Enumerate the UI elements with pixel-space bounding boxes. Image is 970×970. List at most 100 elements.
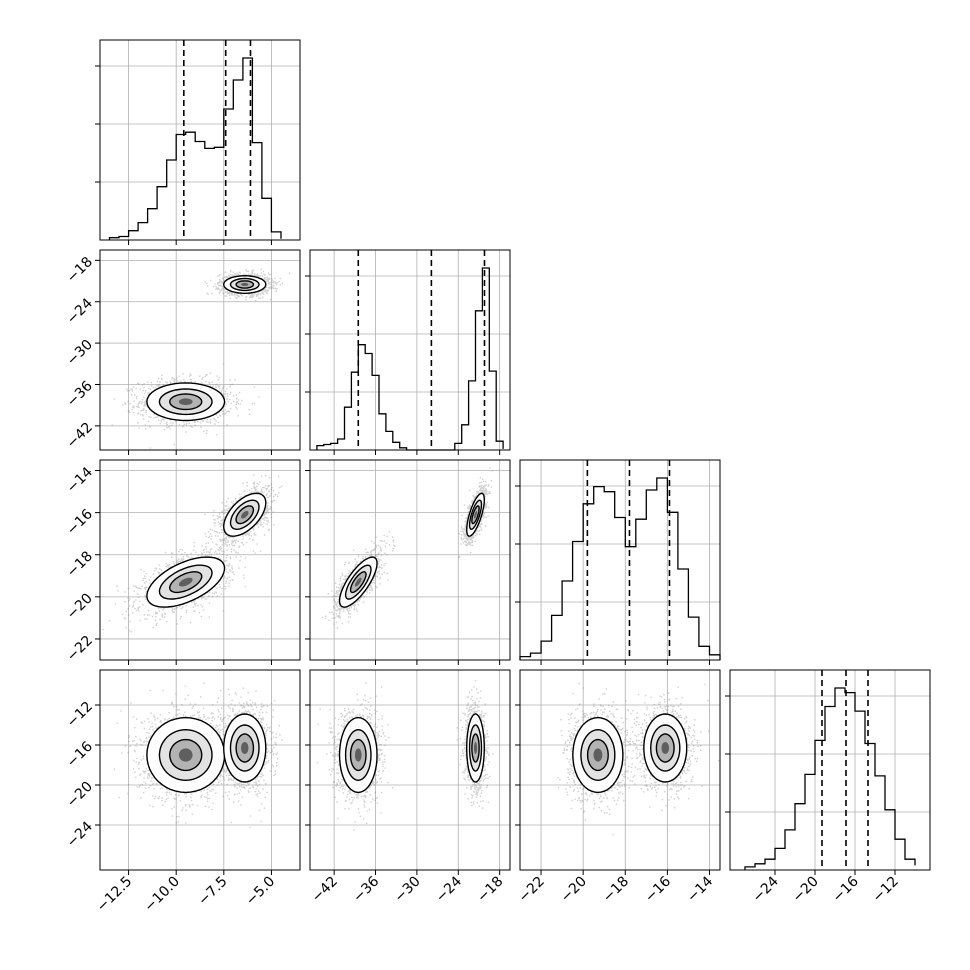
panel-2-1 [305, 460, 510, 665]
y-tick-label: −24 [64, 295, 96, 327]
contour-line [168, 738, 203, 772]
y-tick-label: −20 [64, 590, 96, 622]
contour-line [344, 728, 372, 782]
panel-frame [729, 669, 931, 871]
contour-line [344, 564, 372, 600]
contour-line [235, 280, 255, 289]
contour-line [580, 728, 616, 782]
y-tick-label: −30 [64, 337, 96, 369]
x-tick-label: −42 [309, 874, 341, 906]
density-core [241, 742, 249, 754]
contour-line [222, 492, 267, 537]
x-tick-label: −18 [474, 874, 506, 906]
contour-line [471, 733, 480, 763]
contour-line [158, 388, 213, 416]
histogram-3 [725, 670, 930, 870]
density-core [178, 398, 193, 405]
panel-content [321, 467, 494, 629]
contour-line [468, 499, 483, 531]
y-tick-label: −16 [64, 506, 96, 538]
contour-line [655, 733, 675, 763]
histogram-step [744, 687, 916, 870]
panel-frame [519, 669, 721, 871]
contour-line [465, 713, 486, 783]
y-tick-label: −22 [64, 633, 96, 665]
histogram-step [316, 267, 504, 451]
contour-line [222, 713, 267, 783]
x-tick-label: −24 [750, 873, 782, 905]
scatter-panel-1-0 [111, 268, 291, 449]
x-tick-label: −16 [642, 873, 674, 905]
x-tick-label: −16 [830, 873, 862, 905]
panel-1-1 [333, 250, 501, 455]
x-tick-label: −20 [558, 874, 590, 906]
panel-1-0 [95, 250, 300, 455]
histogram-step [108, 57, 282, 240]
y-tick-label: −20 [64, 779, 96, 811]
density-core [355, 577, 362, 587]
panel-3-1 [305, 670, 510, 875]
density-core [593, 748, 603, 762]
y-tick-label: −42 [64, 419, 96, 451]
y-tick-label: −36 [64, 378, 96, 410]
x-tick-label: −22 [516, 874, 548, 906]
scatter-points [111, 268, 291, 449]
x-tick-label: −14 [684, 873, 716, 905]
contour-line [235, 733, 255, 763]
x-tick-label: −24 [433, 873, 465, 905]
panel-content [316, 679, 494, 832]
contour-line [465, 492, 485, 537]
panel-content [111, 268, 291, 449]
density-core [474, 510, 478, 519]
contour-line [158, 728, 213, 782]
density-core [178, 748, 193, 762]
density-core [474, 742, 478, 754]
contour-line [146, 716, 226, 794]
panel-frame [309, 249, 511, 451]
contour-line [158, 564, 213, 600]
panel-content [557, 682, 720, 836]
y-tick-label: −18 [64, 254, 96, 286]
panel-content [102, 474, 283, 633]
density-core [241, 282, 249, 286]
contour-line [349, 571, 367, 594]
panel-frame [99, 459, 301, 661]
scatter-panel-3-2 [557, 682, 720, 836]
contour-line [146, 382, 226, 422]
y-tick-label: −24 [64, 819, 96, 851]
x-tick-label: −36 [350, 873, 382, 905]
density-core [241, 510, 249, 519]
contour-line [146, 556, 226, 608]
histogram-0 [95, 40, 300, 240]
scatter-panel-2-0 [102, 474, 283, 633]
scatter-panel-2-1 [321, 467, 494, 629]
panel-frame [99, 39, 301, 241]
x-tick-label: −12.5 [94, 874, 136, 916]
contour-line [168, 571, 203, 594]
x-tick-label: −10.0 [141, 874, 183, 916]
panel-frame [309, 669, 511, 871]
panel-frame [309, 459, 511, 661]
density-core [355, 748, 362, 762]
y-tick-label: −12 [64, 699, 96, 731]
contour-line [649, 724, 681, 772]
x-tick-label: −12 [870, 874, 902, 906]
contour-line [235, 505, 255, 525]
contour-line [471, 505, 480, 525]
x-tick-label: −30 [392, 874, 424, 906]
contour-line [349, 738, 367, 772]
contour-line [229, 277, 260, 292]
x-tick-label: −7.5 [195, 874, 230, 909]
density-core [178, 577, 193, 587]
y-tick-label: −16 [64, 739, 96, 771]
y-tick-label: −18 [64, 548, 96, 580]
scatter-panel-3-0 [113, 682, 283, 829]
panel-frame [519, 459, 721, 661]
x-tick-label: −5.0 [243, 874, 278, 909]
contour-line [572, 716, 624, 794]
contour-line [229, 724, 260, 772]
panel-content [113, 682, 283, 829]
contour-line [643, 713, 688, 783]
contour-line [168, 393, 203, 411]
